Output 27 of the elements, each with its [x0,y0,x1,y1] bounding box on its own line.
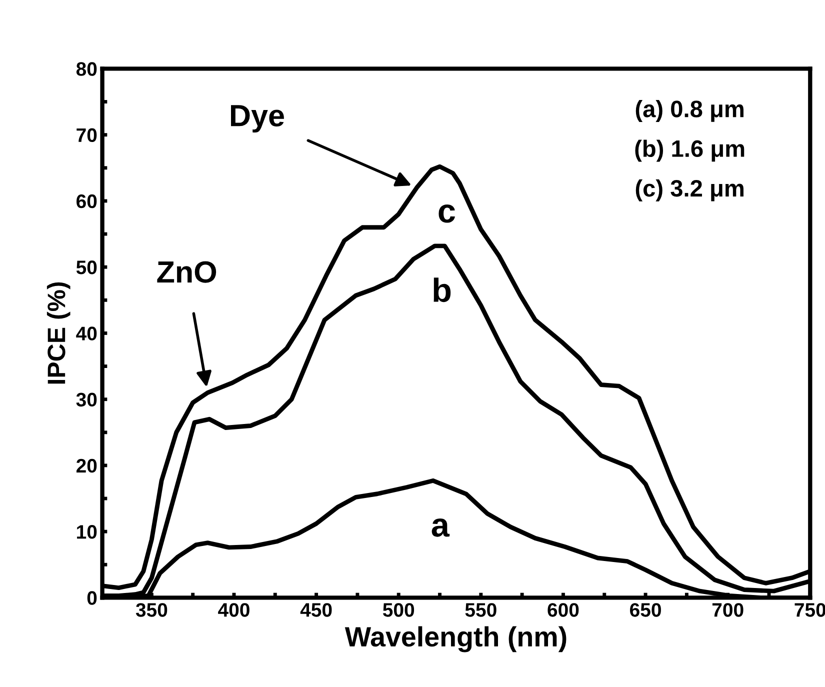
x-tick-label: 450 [300,603,332,617]
annotation: ZnO [157,261,216,283]
annotation: (b) 1.6 μm [635,140,744,162]
y-tick-label: 10 [77,525,97,539]
x-tick-label: 500 [382,603,414,617]
annotation: (a) 0.8 μm [636,100,744,122]
y-tick-label: 20 [76,458,97,473]
x-axis-title: Wavelength (nm) [344,626,566,652]
series-label: a [432,518,450,537]
y-tick-label: 0 [87,591,97,605]
annotation: Dye [231,105,284,133]
x-tick-label: 550 [465,603,496,617]
y-tick-label: 40 [76,326,97,340]
x-tick-label: 600 [548,603,579,617]
series-label: b [434,278,451,302]
x-tick-label: 400 [218,603,250,617]
y-tick-label: 70 [76,128,97,142]
series-label: c [438,204,455,223]
y-axis-title: IPCE (%) [46,282,70,384]
y-tick-label: 60 [76,194,97,208]
y-tick-label: 50 [76,260,97,274]
y-tick-label: 80 [76,62,97,76]
x-tick-label: 700 [712,603,744,617]
x-tick-label: 350 [136,603,168,617]
y-tick-label: 30 [76,392,97,407]
annotation: (c) 3.2 μm [636,179,744,202]
x-tick-label: 650 [630,603,661,617]
